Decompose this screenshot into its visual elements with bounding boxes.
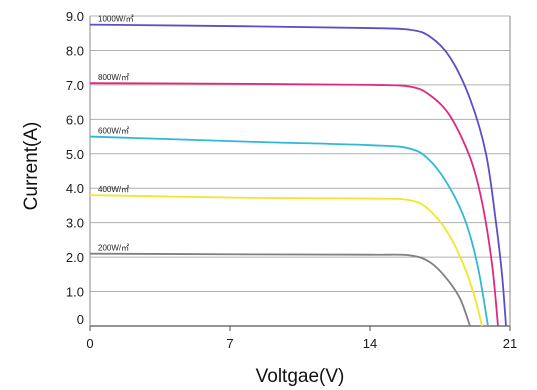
x-axis-label: Voltgae(V): [256, 366, 345, 387]
y-tick-label-5: 5.0: [66, 147, 84, 162]
y-tick-label-7: 7.0: [66, 78, 84, 93]
y-tick-label-4: 4.0: [66, 181, 84, 196]
x-tick-label-2: 14: [363, 336, 377, 351]
grid-layer: [90, 15, 510, 293]
y-tick-label-8: 8.0: [66, 43, 84, 58]
y-tick-label-2: 2.0: [66, 250, 84, 265]
y-tick-label-9: 9.0: [66, 9, 84, 24]
y-tick-label-1: 1.0: [66, 285, 84, 300]
labels-layer: 1000W/㎡ 800W/㎡ 600W/㎡ 400W/㎡ 200W/㎡: [98, 15, 134, 253]
y-tick-label-6: 6.0: [66, 112, 84, 127]
y-axis-label: Current(A): [21, 122, 42, 211]
series-label-2: 600W/㎡: [98, 127, 129, 136]
y-tick-label-3: 3.0: [66, 216, 84, 231]
series-line-1: [89, 82, 499, 327]
series-line-4: [89, 252, 471, 327]
series-line-0: [89, 23, 507, 327]
y-tick-label-0: 0: [77, 312, 84, 327]
series-layer: [89, 23, 507, 327]
series-label-0: 1000W/㎡: [98, 15, 134, 24]
axes-layer: 0 1.0 2.0 3.0 4.0 5.0 6.0 7.0 8.0 9.0 0 7 14 21: [66, 9, 517, 351]
series-line-2: [89, 135, 489, 327]
x-tick-label-0: 0: [86, 336, 93, 351]
x-tick-label-3: 21: [503, 336, 517, 351]
series-label-1: 800W/㎡: [98, 73, 129, 82]
series-label-3: 400W/㎡: [98, 185, 129, 194]
series-label-4: 200W/㎡: [98, 244, 129, 253]
series-line-3: [89, 194, 483, 327]
x-tick-label-1: 7: [226, 336, 233, 351]
